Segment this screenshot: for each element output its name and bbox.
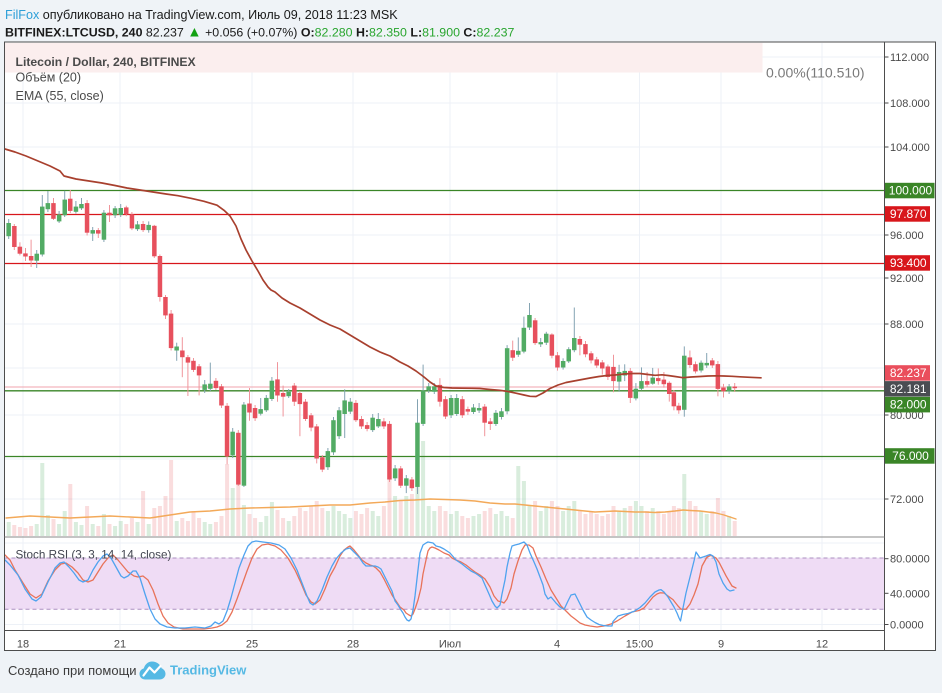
svg-text:Создано при помощи: Создано при помощи (8, 663, 137, 678)
svg-text:100.000: 100.000 (889, 184, 933, 198)
svg-text:40.0000: 40.0000 (890, 588, 930, 600)
svg-text:28: 28 (347, 639, 359, 651)
svg-text:97.870: 97.870 (890, 207, 927, 221)
svg-text:80.0000: 80.0000 (890, 554, 930, 566)
svg-text:21: 21 (114, 639, 126, 651)
svg-text:9: 9 (718, 639, 724, 651)
svg-text:25: 25 (246, 639, 258, 651)
svg-text:Июл: Июл (439, 639, 461, 651)
svg-text:104.000: 104.000 (890, 142, 930, 154)
svg-text:108.000: 108.000 (890, 98, 930, 110)
svg-text:Litecoin / Dollar, 240, BITFIN: Litecoin / Dollar, 240, BITFINEX (16, 55, 197, 69)
svg-text:15:00: 15:00 (626, 639, 654, 651)
svg-text:4: 4 (554, 639, 560, 651)
svg-text:12: 12 (816, 639, 828, 651)
svg-text:88.000: 88.000 (890, 319, 924, 331)
svg-text:92.000: 92.000 (890, 273, 924, 285)
svg-text:96.000: 96.000 (890, 230, 924, 242)
svg-text:93.400: 93.400 (890, 256, 927, 270)
svg-text:18: 18 (17, 639, 29, 651)
svg-text:TradingView: TradingView (170, 663, 247, 678)
svg-text:82.237: 82.237 (890, 366, 927, 380)
svg-text:Stoch RSI (3, 3, 14, 14, close: Stoch RSI (3, 3, 14, 14, close) (16, 549, 172, 562)
svg-text:EMA (55, close): EMA (55, close) (16, 89, 104, 103)
svg-text:0.00%(110.510): 0.00%(110.510) (766, 65, 865, 81)
svg-text:FilFox опубликовано на Trading: FilFox опубликовано на TradingView.com, … (5, 8, 398, 22)
svg-text:72.000: 72.000 (890, 494, 924, 506)
svg-text:82.000: 82.000 (890, 398, 927, 412)
svg-text:82.181: 82.181 (890, 382, 927, 396)
svg-text:76.000: 76.000 (892, 449, 929, 463)
svg-text:112.000: 112.000 (890, 52, 929, 64)
svg-text:Объём (20): Объём (20) (16, 71, 82, 85)
svg-text:BITFINEX:LTCUSD, 240 82.237 ▲: BITFINEX:LTCUSD, 240 82.237 ▲ +0.056 (+0… (5, 25, 515, 41)
svg-text:0.0000: 0.0000 (890, 620, 924, 632)
svg-text:80.000: 80.000 (890, 410, 924, 422)
